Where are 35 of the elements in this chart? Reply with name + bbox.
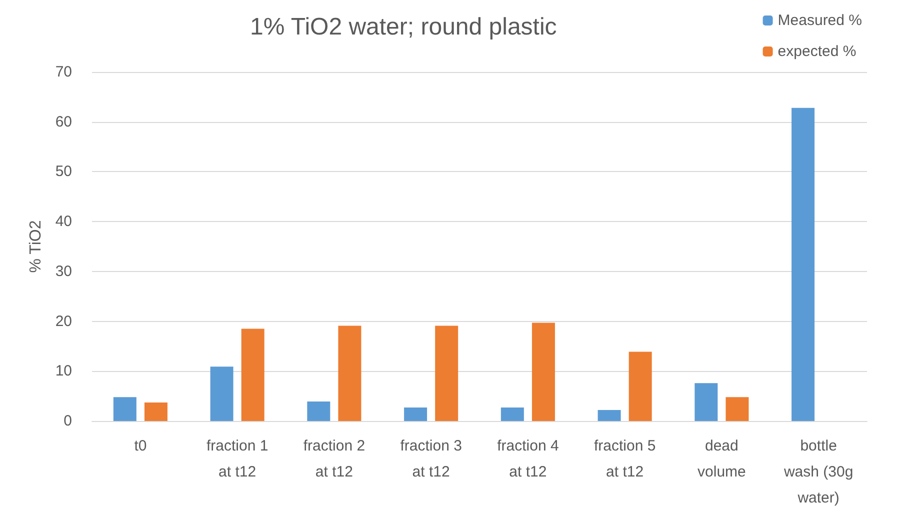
y-tick-label: 50 <box>55 163 72 180</box>
bar <box>435 326 458 421</box>
bar <box>532 322 555 421</box>
bar <box>338 326 362 421</box>
y-tick-label: 60 <box>55 113 72 130</box>
y-tick-label: 40 <box>55 213 72 230</box>
y-axis-title: % TiO2 <box>28 220 44 273</box>
x-tick-label: bottle wash (30g water) <box>782 438 854 506</box>
chart-title: 1% TiO2 water; round plastic <box>250 14 557 40</box>
bar <box>144 402 168 421</box>
legend-label: expected % <box>778 43 856 60</box>
bar <box>113 397 136 421</box>
bar <box>628 352 652 421</box>
x-tick-label: fraction 5 at t12 <box>594 438 656 480</box>
y-tick-label: 10 <box>55 362 72 380</box>
x-tick-label: dead volume <box>698 438 746 480</box>
bar <box>404 408 428 421</box>
bar <box>307 402 330 421</box>
bar <box>598 410 621 421</box>
x-tick-label: fraction 2 at t12 <box>303 438 366 480</box>
x-tick-label: fraction 1 at t12 <box>206 438 268 480</box>
bar <box>241 328 264 421</box>
bar <box>726 397 749 421</box>
y-tick-label: 0 <box>64 412 72 430</box>
bar <box>210 366 234 421</box>
bar <box>500 408 524 421</box>
y-tick-label: 20 <box>55 312 72 330</box>
bar <box>792 108 815 421</box>
legend-label: Measured % <box>778 12 862 29</box>
x-tick-label: fraction 4 at t12 <box>497 438 559 480</box>
x-tick-label: fraction 3 at t12 <box>400 438 462 480</box>
y-tick-label: 30 <box>55 262 72 280</box>
y-tick-label: 70 <box>55 64 72 80</box>
x-tick-label: t0 <box>134 438 147 454</box>
bar <box>694 383 718 421</box>
